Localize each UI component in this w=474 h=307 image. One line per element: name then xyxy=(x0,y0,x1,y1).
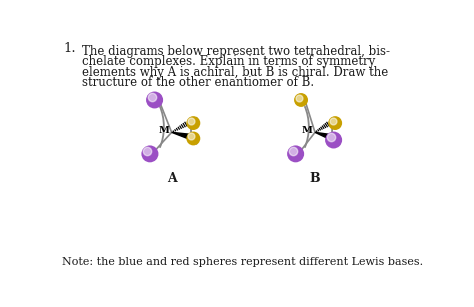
Circle shape xyxy=(146,91,163,108)
Circle shape xyxy=(294,93,308,107)
Circle shape xyxy=(186,132,201,146)
Text: Note: the blue and red spheres represent different Lewis bases.: Note: the blue and red spheres represent… xyxy=(63,257,423,267)
Text: M: M xyxy=(158,126,169,135)
Text: B: B xyxy=(310,172,320,185)
Circle shape xyxy=(141,146,158,162)
Text: structure of the other enantiomer of B.: structure of the other enantiomer of B. xyxy=(82,76,315,89)
Text: chelate complexes. Explain in terms of symmetry: chelate complexes. Explain in terms of s… xyxy=(82,56,376,68)
Polygon shape xyxy=(315,132,330,139)
Text: 1.: 1. xyxy=(64,42,76,55)
Circle shape xyxy=(287,146,304,162)
Text: A: A xyxy=(167,172,176,185)
Text: The diagrams below represent two tetrahedral, bis-: The diagrams below represent two tetrahe… xyxy=(82,45,391,58)
Circle shape xyxy=(186,116,201,130)
Circle shape xyxy=(325,132,342,149)
Circle shape xyxy=(328,116,342,130)
Text: elements why A is achiral, but B is chiral. Draw the: elements why A is achiral, but B is chir… xyxy=(82,66,389,79)
Text: M: M xyxy=(302,126,313,135)
Polygon shape xyxy=(172,132,189,139)
